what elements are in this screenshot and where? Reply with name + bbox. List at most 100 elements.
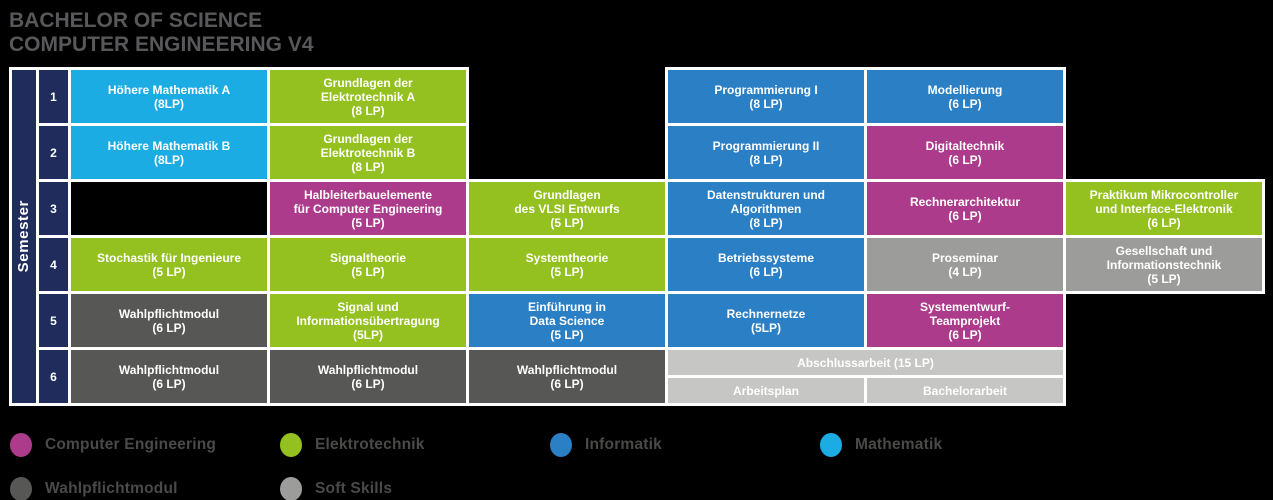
module-text-line: (8 LP) (749, 96, 783, 111)
semester-number: 6 (39, 350, 68, 403)
module-cell: Programmierung II (8 LP) (668, 126, 864, 179)
module-text-line: Halbleiterbauelemente (303, 187, 433, 202)
module-text-line: und Interface-Elektronik (1095, 201, 1233, 216)
module-text-line: (5LP) (751, 320, 781, 335)
semester-number: 4 (39, 238, 68, 291)
legend-item: Informatik (550, 432, 820, 457)
module-text-line: Teamprojekt (929, 313, 1001, 328)
module-text-line: (8 LP) (749, 152, 783, 167)
legend-label: Soft Skills (315, 479, 393, 497)
module-text-line: (8LP) (154, 152, 184, 167)
module-cell: Wahlpflichtmodul (6 LP) (270, 350, 466, 403)
module-cell: Rechnerarchitektur (6 LP) (867, 182, 1063, 235)
module-cell: Systemtheorie (5 LP) (469, 238, 665, 291)
module-text-line: Praktikum Mikrocontroller (1089, 187, 1239, 202)
module-text-line: Datenstrukturen und (706, 187, 825, 202)
legend-swatch-magenta-icon (10, 432, 32, 457)
page-title: BACHELOR OF SCIENCE COMPUTER ENGINEERING… (9, 9, 1273, 57)
module-text-line: (5 LP) (550, 215, 584, 230)
module-cell: Modellierung (6 LP) (867, 70, 1063, 123)
module-cell: Datenstrukturen und Algorithmen (8 LP) (668, 182, 864, 235)
legend-swatch-blue-icon (550, 432, 572, 457)
legend-row: Computer Engineering Elektrotechnik Inform… (10, 432, 1273, 457)
semester-number: 2 (39, 126, 68, 179)
module-cell: Programmierung I (8 LP) (668, 70, 864, 123)
legend-label: Informatik (585, 435, 662, 453)
legend-swatch-gray-icon (280, 476, 302, 500)
module-cell: Proseminar (4 LP) (867, 238, 1063, 291)
module-text-line: (5LP) (353, 327, 383, 342)
module-cell: Stochastik für Ingenieure (5 LP) (71, 238, 267, 291)
module-text-line: (6 LP) (550, 376, 584, 391)
legend: Computer Engineering Elektrotechnik Inform… (10, 432, 1273, 500)
legend-swatch-cyan-icon (820, 432, 842, 457)
module-cell: Signaltheorie (5 LP) (270, 238, 466, 291)
module-text-line: (5 LP) (550, 264, 584, 279)
module-text-line: (6 LP) (749, 264, 783, 279)
module-text-line: Elektrotechnik A (320, 89, 416, 104)
module-text-line: Wahlpflichtmodul (317, 362, 419, 377)
module-cell: Wahlpflichtmodul (6 LP) (71, 294, 267, 347)
module-text-line: Systementwurf- (919, 299, 1011, 314)
module-text-line: Höhere Mathematik B (107, 138, 231, 153)
module-cell: Gesellschaft und Informationstechnik (5 LP… (1066, 238, 1262, 291)
module-text-line: des VLSI Entwurfs (514, 201, 620, 216)
legend-swatch-green-icon (280, 432, 302, 457)
module-text-line: Stochastik für Ingenieure (96, 250, 242, 265)
module-text-line: Grundlagen (533, 187, 601, 202)
module-cell: Einführung in Data Science (5 LP) (469, 294, 665, 347)
module-text-line: (5 LP) (1147, 271, 1181, 286)
module-text-line: Einführung in (528, 299, 606, 314)
module-text-line: Programmierung II (712, 138, 820, 153)
module-text-line: (4 LP) (948, 264, 982, 279)
page-title-line2: COMPUTER ENGINEERING V4 (9, 33, 314, 56)
module-text-line: Data Science (529, 313, 605, 328)
module-text-line: (8 LP) (351, 159, 385, 174)
module-cell: Systementwurf- Teamprojekt (6 LP) (867, 294, 1063, 347)
semester-number: 1 (39, 70, 68, 123)
module-cell: Digitaltechnik (6 LP) (867, 126, 1063, 179)
legend-label: Wahlpflichtmodul (45, 479, 178, 497)
module-cell: Wahlpflichtmodul (6 LP) (469, 350, 665, 403)
module-cell: Betriebssysteme (6 LP) (668, 238, 864, 291)
thesis-title: Abschlussarbeit (15 LP) (668, 350, 1063, 375)
module-text-line: Wahlpflichtmodul (516, 362, 618, 377)
page-title-line1: BACHELOR OF SCIENCE (9, 9, 263, 32)
legend-label: Elektrotechnik (315, 435, 425, 453)
module-text-line: Wahlpflichtmodul (118, 306, 220, 321)
module-text-line: Wahlpflichtmodul (118, 362, 220, 377)
module-cell: Grundlagen des VLSI Entwurfs (5 LP) (469, 182, 665, 235)
module-text-line: (5 LP) (351, 264, 385, 279)
module-cell: Rechnernetze (5LP) (668, 294, 864, 347)
legend-label: Computer Engineering (45, 435, 217, 453)
module-text-line: Signal und (337, 299, 399, 314)
legend-row: Wahlpflichtmodul Soft Skills (10, 476, 1273, 500)
module-text-line: Signaltheorie (329, 250, 406, 265)
thesis-sub-cell: Bachelorarbeit (867, 378, 1063, 403)
module-text-line: Höhere Mathematik A (107, 82, 231, 97)
legend-item: Wahlpflichtmodul (10, 476, 280, 500)
module-text-line: (6 LP) (948, 96, 982, 111)
curriculum-grid: Semester 1 Höhere Mathematik A (8LP) Grundl… (12, 70, 1262, 403)
module-text-line: Grundlagen der (323, 131, 413, 146)
module-text-line: Systemtheorie (525, 250, 609, 265)
module-text-line: (8 LP) (351, 103, 385, 118)
module-text-line: (6 LP) (948, 327, 982, 342)
module-cell: Signal und Informationsübertragung (5LP) (270, 294, 466, 347)
module-text-line: (6 LP) (351, 376, 385, 391)
module-text-line: Gesellschaft und (1115, 243, 1213, 258)
module-text-line: (8 LP) (749, 215, 783, 230)
legend-swatch-darkgray-icon (10, 476, 32, 500)
legend-item: Soft Skills (280, 476, 550, 500)
module-text-line: (5 LP) (550, 327, 584, 342)
module-text-line: (8LP) (154, 96, 184, 111)
module-text-line: (5 LP) (351, 215, 385, 230)
module-text-line: Digitaltechnik (925, 138, 1005, 153)
module-text-line: (6 LP) (152, 320, 186, 335)
module-text-line: Algorithmen (730, 201, 802, 216)
module-text-line: (6 LP) (948, 208, 982, 223)
module-cell: Halbleiterbauelemente für Computer Engine… (270, 182, 466, 235)
legend-item: Computer Engineering (10, 432, 280, 457)
module-cell: Wahlpflichtmodul (6 LP) (71, 350, 267, 403)
module-text-line: Rechnerarchitektur (909, 194, 1021, 209)
